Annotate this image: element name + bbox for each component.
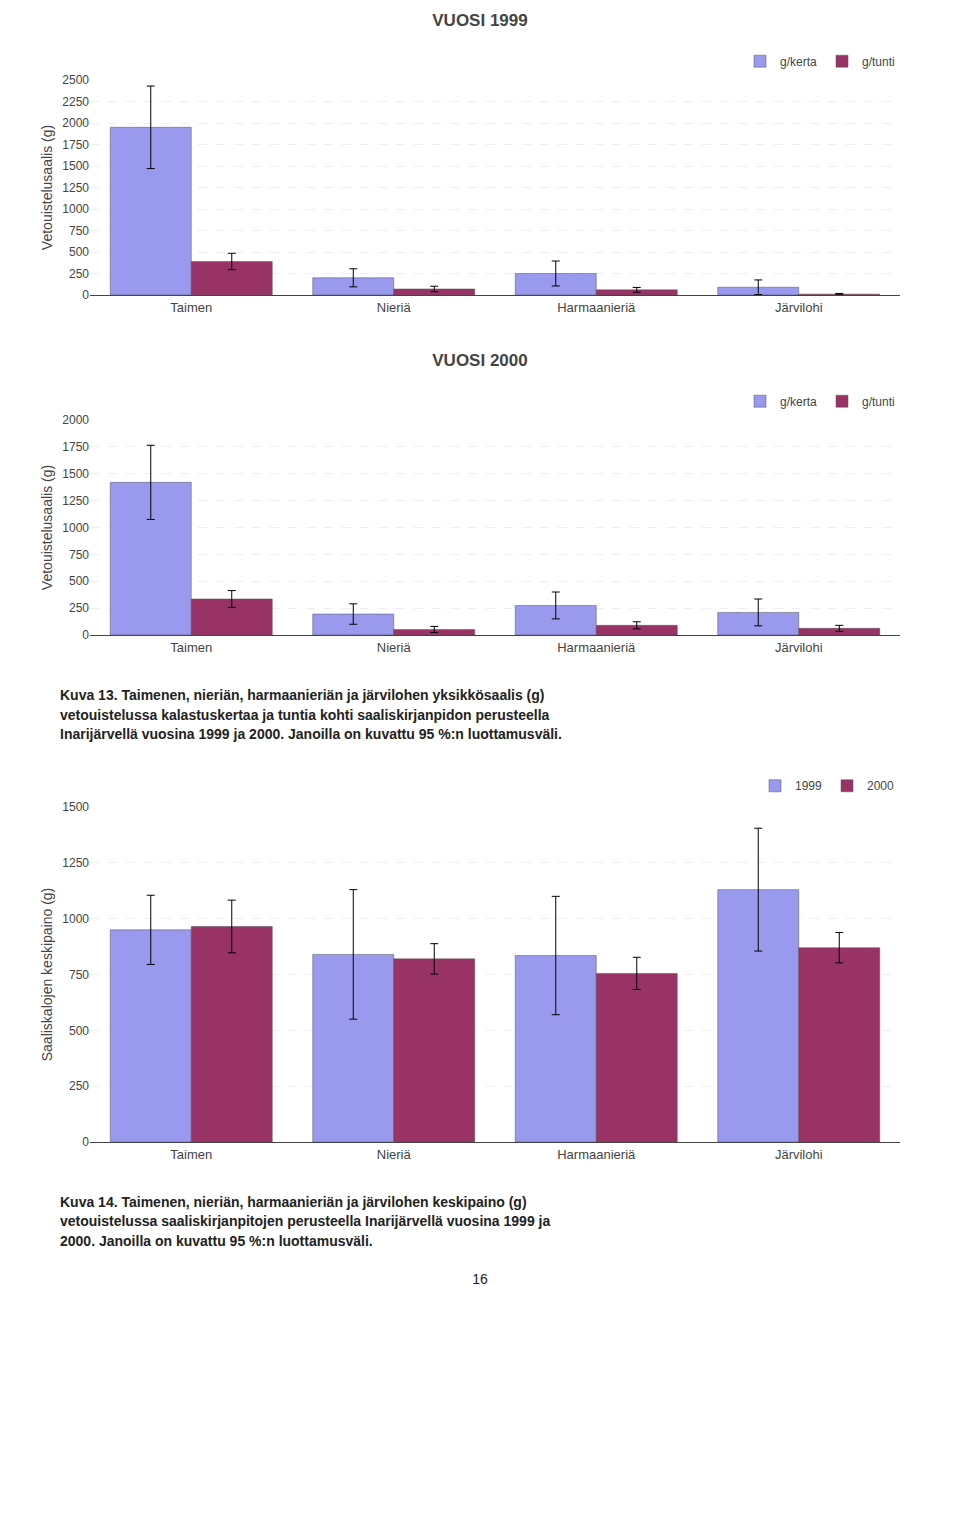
svg-text:500: 500 (69, 574, 89, 588)
svg-text:1000: 1000 (62, 912, 89, 926)
svg-text:1500: 1500 (62, 800, 89, 814)
svg-text:2000: 2000 (867, 779, 894, 793)
svg-text:500: 500 (69, 1023, 89, 1037)
svg-text:1250: 1250 (62, 856, 89, 870)
svg-text:g/tunti: g/tunti (862, 55, 895, 69)
svg-text:Taimen: Taimen (170, 1146, 212, 1161)
svg-text:g/kerta: g/kerta (780, 55, 817, 69)
svg-text:Nieriä: Nieriä (377, 640, 412, 655)
svg-text:1250: 1250 (62, 494, 89, 508)
svg-text:Järvilohi: Järvilohi (775, 640, 823, 655)
svg-text:2000: 2000 (62, 413, 89, 427)
svg-text:Järvilohi: Järvilohi (775, 1146, 823, 1161)
svg-text:Harmaanieriä: Harmaanieriä (557, 640, 636, 655)
svg-text:VUOSI 2000: VUOSI 2000 (432, 351, 527, 370)
svg-text:Järvilohi: Järvilohi (775, 300, 823, 315)
svg-text:750: 750 (69, 548, 89, 562)
html-text:16: 16 (472, 1270, 488, 1287)
svg-text:2000: 2000 (62, 116, 89, 130)
svg-text:0: 0 (82, 288, 89, 302)
svg-text:1000: 1000 (62, 521, 89, 535)
svg-text:250: 250 (69, 1079, 89, 1093)
svg-text:1500: 1500 (62, 467, 89, 481)
html-text:Kuva 13. Taimenen, nieriän, ha: Kuva 13. Taimenen, nieriän, harmaanieriä… (60, 687, 562, 743)
svg-text:1250: 1250 (62, 181, 89, 195)
svg-text:Vetouistelusaalis (g): Vetouistelusaalis (g) (39, 125, 55, 250)
svg-text:Saaliskalojen keskipaino (g): Saaliskalojen keskipaino (g) (39, 888, 55, 1062)
svg-text:0: 0 (82, 1135, 89, 1149)
svg-text:250: 250 (69, 601, 89, 615)
svg-text:1999: 1999 (795, 779, 822, 793)
svg-text:0: 0 (82, 628, 89, 642)
svg-text:750: 750 (69, 224, 89, 238)
svg-text:Nieriä: Nieriä (377, 1146, 412, 1161)
svg-text:2500: 2500 (62, 73, 89, 87)
svg-text:Vetouistelusaalis (g): Vetouistelusaalis (g) (39, 465, 55, 590)
svg-text:2250: 2250 (62, 95, 89, 109)
svg-text:1000: 1000 (62, 202, 89, 216)
svg-text:1500: 1500 (62, 159, 89, 173)
svg-text:Harmaanieriä: Harmaanieriä (557, 1146, 636, 1161)
svg-text:1750: 1750 (62, 138, 89, 152)
svg-text:250: 250 (69, 267, 89, 281)
svg-text:g/kerta: g/kerta (780, 395, 817, 409)
svg-text:Taimen: Taimen (170, 640, 212, 655)
svg-text:Nieriä: Nieriä (377, 300, 412, 315)
svg-text:VUOSI 1999: VUOSI 1999 (432, 11, 527, 30)
svg-text:750: 750 (69, 967, 89, 981)
svg-text:Taimen: Taimen (170, 300, 212, 315)
svg-text:g/tunti: g/tunti (862, 395, 895, 409)
svg-text:1750: 1750 (62, 440, 89, 454)
html-text:Kuva 14. Taimenen, nieriän, ha: Kuva 14. Taimenen, nieriän, harmaanieriä… (60, 1193, 551, 1249)
svg-text:500: 500 (69, 245, 89, 259)
svg-text:Harmaanieriä: Harmaanieriä (557, 300, 636, 315)
